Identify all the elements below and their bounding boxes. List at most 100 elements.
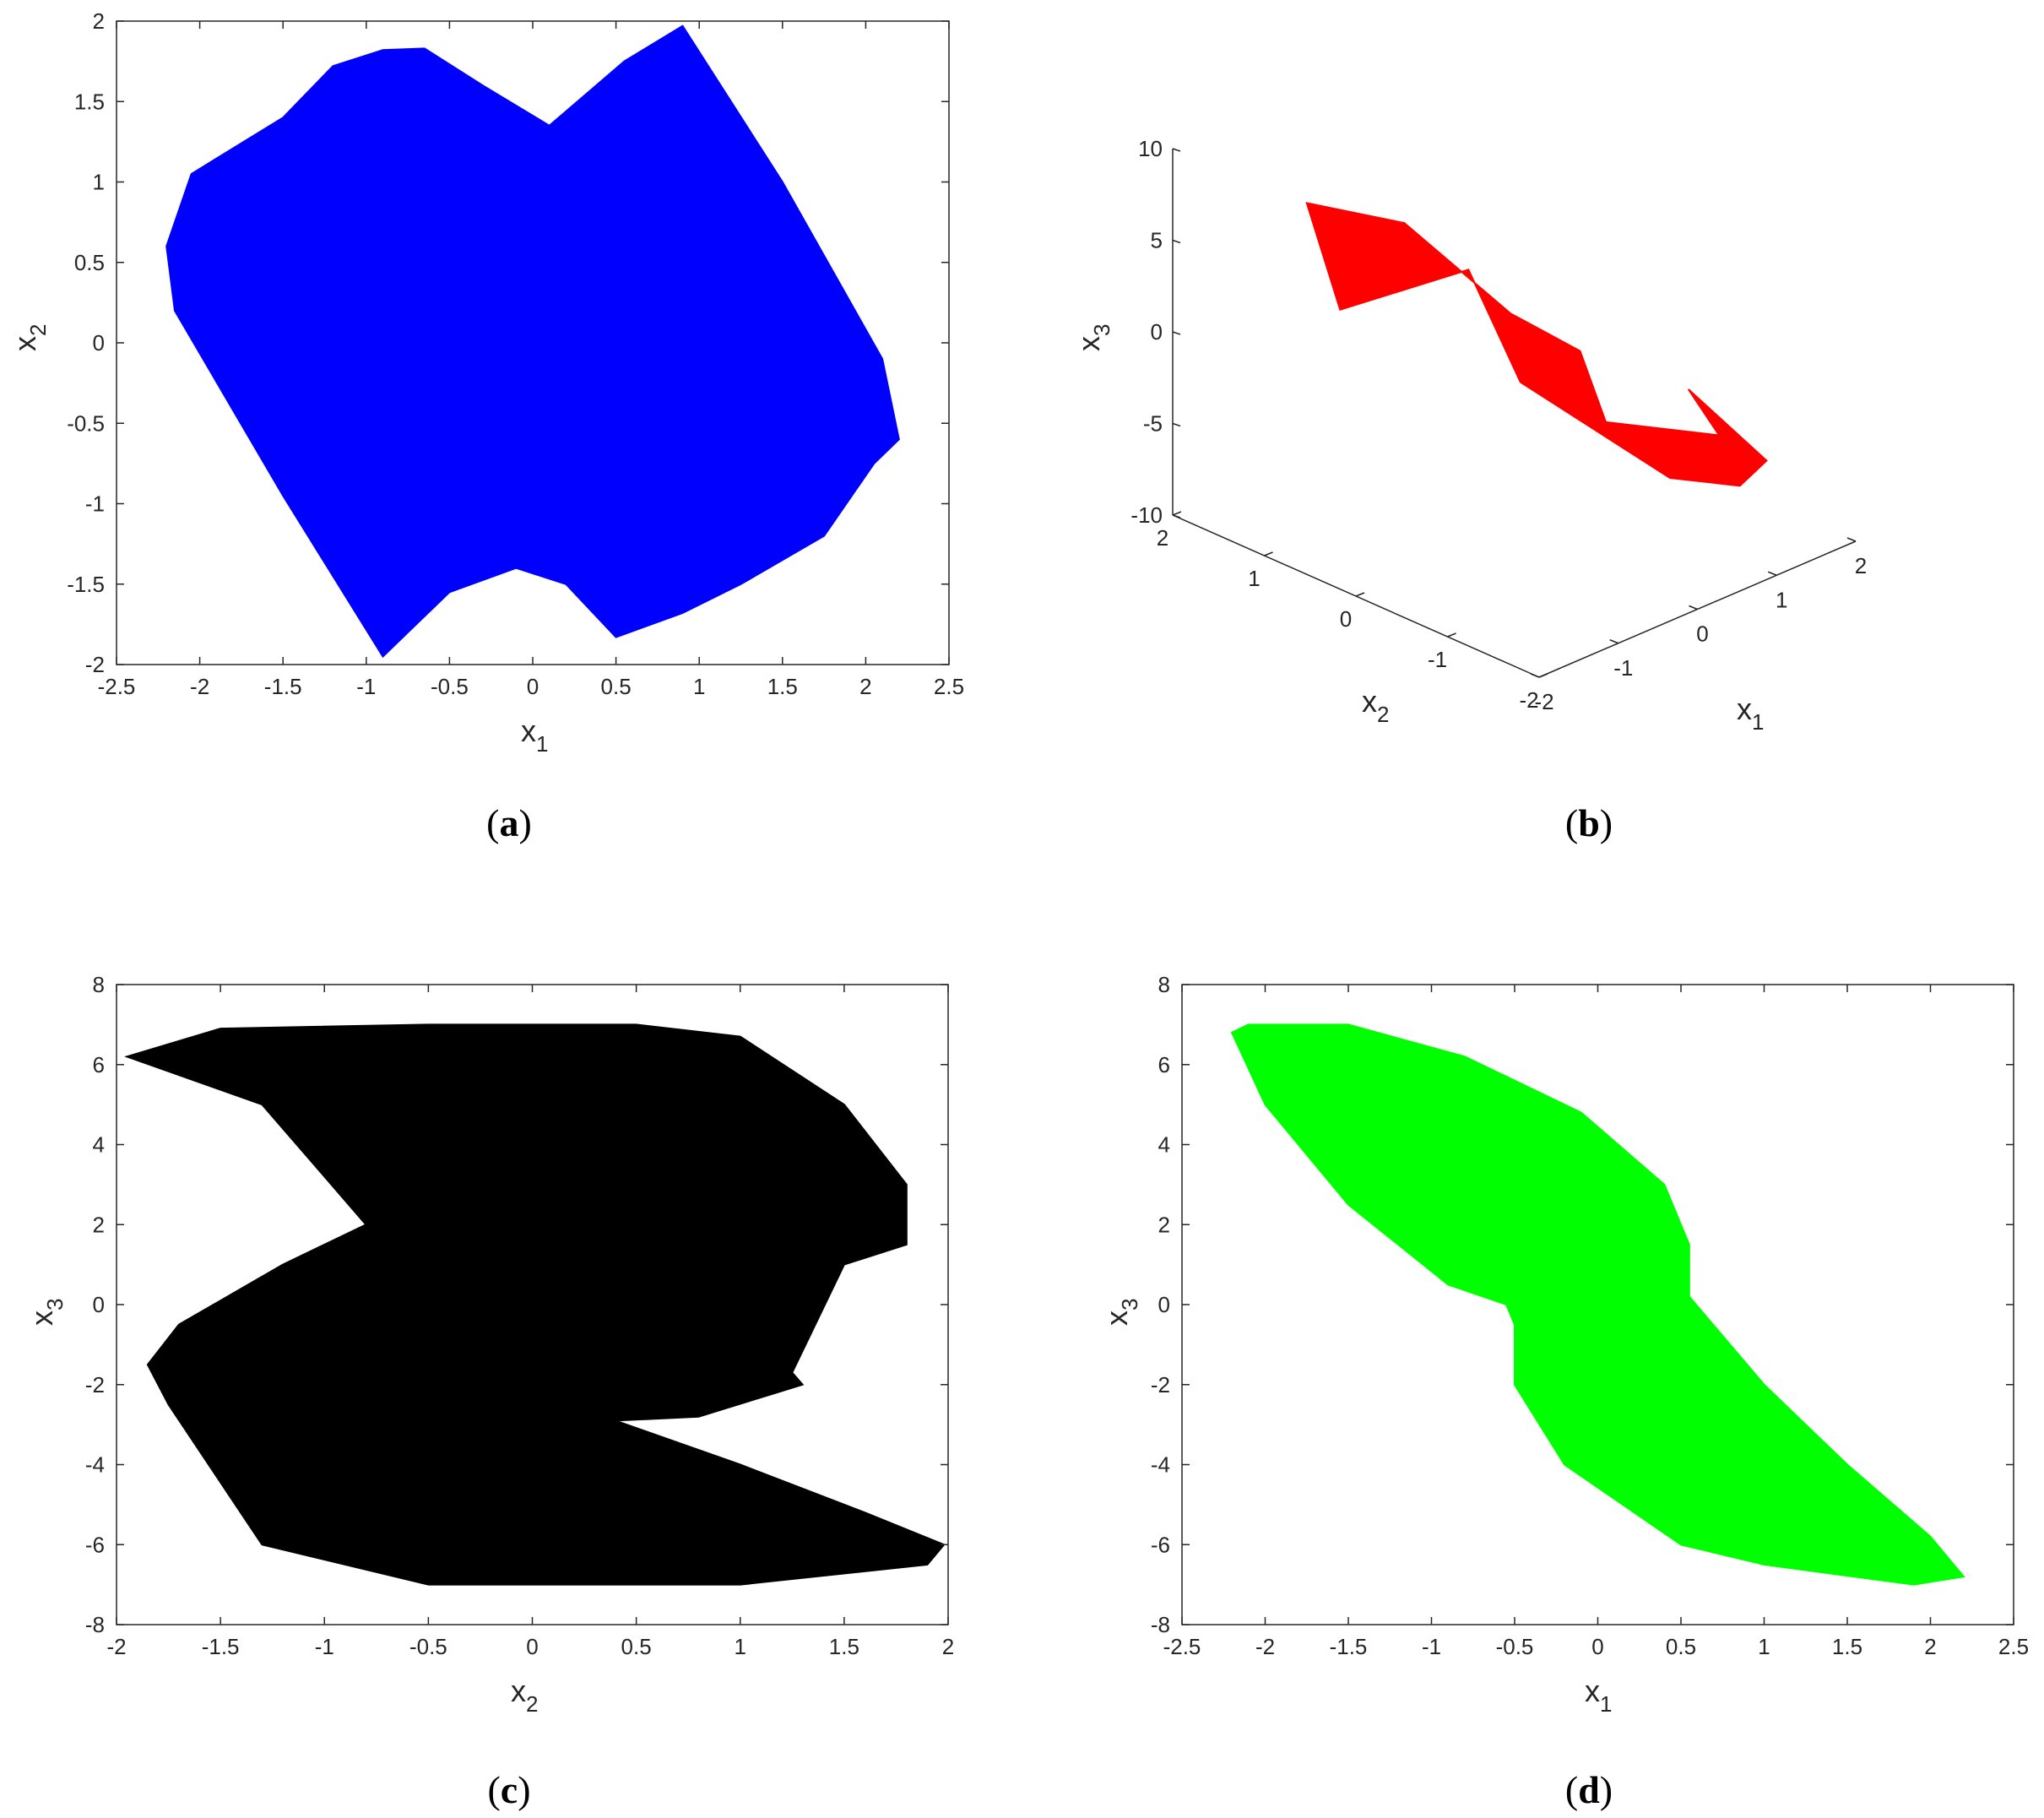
panel-d-ylabel: x3 [1099,1299,1142,1326]
panel-d-attractor [1230,1023,1965,1586]
panel-d-xlabel: x1 [1585,1674,1612,1717]
c-ytick-label: 4 [93,1132,105,1158]
c-ytick-label: 8 [93,972,105,997]
a-ytick-label: 2 [93,8,105,34]
d-ytick-label: -2 [1151,1372,1170,1397]
c-xtick-label: 1.5 [829,1634,859,1659]
a-ytick-label: 0.5 [74,250,105,275]
a-ytick-label: -1.5 [67,572,105,597]
c-ytick-label: -2 [85,1372,105,1397]
c-ytick-label: -6 [85,1532,105,1557]
c-xtick-label: -2 [106,1634,126,1659]
x2-tick-mark [1172,511,1182,516]
x1-tick-label: 2 [1855,553,1867,578]
d-ytick-label: 4 [1158,1132,1170,1158]
a-xtick-label: -1.5 [264,674,302,699]
c-xtick-label: -1.5 [202,1634,240,1659]
x1-tick-mark [1689,605,1698,611]
c-xtick-label: 2 [942,1634,954,1659]
x1-tick-mark [1846,537,1857,542]
d-xtick-label: -1 [1422,1634,1441,1659]
x1-tick-mark [1530,673,1540,678]
x2-tick-mark [1538,673,1548,678]
a-xtick-label: 1 [693,674,705,699]
panel-c-caption: (c) [487,1768,530,1811]
panel-c-ylabel: x3 [24,1299,68,1326]
panel-b-x1label: x1 [1737,692,1764,735]
panel-c-xlabel: x2 [511,1674,538,1717]
panel-a-y-ticks: -2 -1.5 -1 -0.5 0 0.5 1 1.5 2 [67,8,949,677]
x3-tick-mark [1172,331,1181,335]
panel-b-caption: (b) [1565,801,1613,844]
panel-c-x-ticks: -2 -1.5 -1 -0.5 0 0.5 1 1.5 2 [106,985,954,1659]
x3-tick-label: 10 [1138,136,1163,161]
x3-tick-mark [1172,514,1181,518]
x1-tick-label: -2 [1534,689,1553,714]
d-xtick-label: 2 [1924,1634,1936,1659]
panel-c: -2 -1.5 -1 -0.5 0 0.5 1 1.5 2 -8 -6 -4 -2 0 2 4 6 8 x2 x… [24,972,954,1811]
panel-c-y-ticks: -8 -6 -4 -2 0 2 4 6 8 [85,972,948,1637]
c-xtick-label: -0.5 [409,1634,447,1659]
x3-tick-label: 5 [1151,228,1163,253]
a-xtick-label: -2 [190,674,209,699]
x2-tick-label: 0 [1340,606,1352,632]
x1-tick-label: -1 [1613,655,1633,681]
d-xtick-label: -2 [1255,1634,1275,1659]
x3-tick-label: -10 [1130,502,1163,528]
d-xtick-label: -2.5 [1163,1634,1201,1659]
panel-a-ylabel: x2 [8,324,51,351]
panel-b-x3label: x3 [1071,324,1114,351]
panel-b-x2label: x2 [1362,684,1389,727]
d-xtick-label: 0 [1591,1634,1603,1659]
c-ytick-label: -4 [85,1452,105,1478]
panel-b-attractor [1305,202,1768,487]
x2-tick-mark [1447,632,1456,638]
panel-a-xlabel: x1 [521,714,548,757]
panel-a-caption: (a) [486,801,532,844]
d-ytick-label: -6 [1151,1532,1170,1557]
a-xtick-label: 0 [527,674,539,699]
c-xtick-label: 1 [735,1634,746,1659]
a-xtick-label: 1.5 [767,674,798,699]
x3-tick-mark [1172,148,1181,152]
d-ytick-label: 8 [1158,972,1170,997]
x2-tick-label: 2 [1157,525,1168,551]
d-xtick-label: 0.5 [1666,1634,1696,1659]
panel-a-attractor [165,24,900,659]
a-ytick-label: 1 [93,170,105,195]
d-ytick-label: 6 [1158,1052,1170,1077]
d-ytick-label: -8 [1151,1612,1170,1637]
a-xtick-label: -0.5 [431,674,469,699]
c-xtick-label: 0 [526,1634,538,1659]
a-ytick-label: -1 [85,491,105,517]
x3-tick-mark [1172,422,1181,427]
x1-tick-label: 0 [1696,621,1708,647]
x2-tick-label: -2 [1519,687,1538,713]
x2-tick-mark [1355,592,1365,597]
d-xtick-label: 1.5 [1832,1634,1862,1659]
d-ytick-label: -4 [1151,1452,1170,1478]
d-xtick-label: -1.5 [1330,1634,1368,1659]
d-xtick-label: -0.5 [1496,1634,1534,1659]
panel-d: -2.5 -2 -1.5 -1 -0.5 0 0.5 1 1.5 2 2.5 -8 -6 -4 -2 0 2 4… [1099,972,2029,1811]
x1-tick-mark [1767,571,1777,576]
d-ytick-label: 0 [1158,1292,1170,1317]
c-xtick-label: -1 [315,1634,334,1659]
x3-tick-label: 0 [1151,319,1163,345]
c-ytick-label: 0 [93,1292,105,1317]
x2-tick-mark [1264,551,1273,556]
a-xtick-label: 0.5 [601,674,632,699]
x2-tick-label: -1 [1428,647,1447,672]
panel-c-attractor [124,1023,946,1586]
panel-d-caption: (d) [1565,1768,1613,1811]
c-xtick-label: 0.5 [621,1634,652,1659]
a-ytick-label: 1.5 [74,89,105,114]
panel-a: -2.5 -2 -1.5 -1 -0.5 0 0.5 1 1.5 2 2.5 -2-1.5-1-0.… [8,8,964,844]
panel-a-x-ticks: -2.5 -2 -1.5 -1 -0.5 0 0.5 1 1.5 2 2.5 [98,21,964,699]
x1-tick-label: 1 [1776,587,1787,612]
a-xtick-label: 2 [859,674,871,699]
a-ytick-label: -2 [85,652,105,677]
